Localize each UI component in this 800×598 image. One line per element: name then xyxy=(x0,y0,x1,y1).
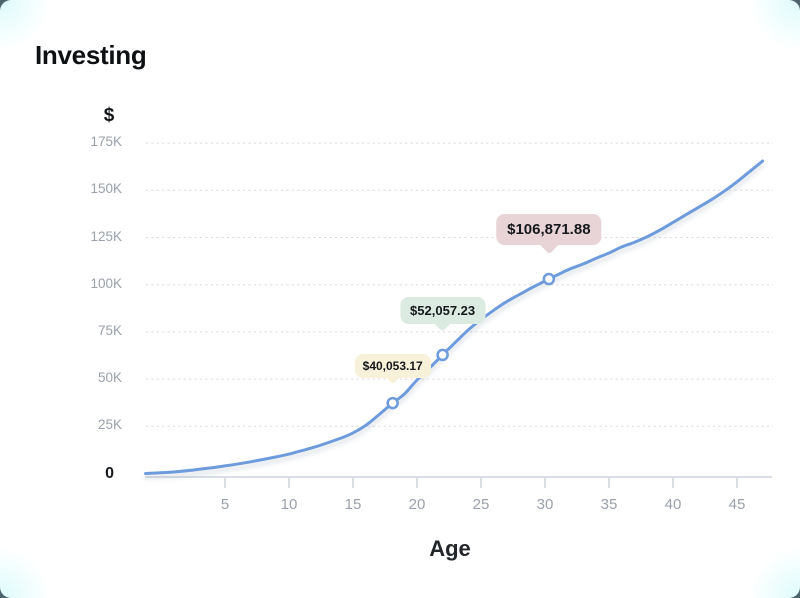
x-tick-label: 35 xyxy=(600,496,618,513)
x-tick-label: 30 xyxy=(536,496,554,513)
value-tooltip: $106,871.88 xyxy=(496,214,602,255)
y-axis-unit-label: $ xyxy=(103,105,115,126)
x-tick-label: 20 xyxy=(408,496,426,513)
x-tick-label: 40 xyxy=(664,496,682,513)
x-tick-label: 15 xyxy=(344,496,362,513)
page-title: Investing xyxy=(35,40,147,70)
value-tooltip: $40,053.17 xyxy=(354,354,431,385)
y-tick-label: 100K xyxy=(90,275,122,291)
investment-line xyxy=(144,159,765,475)
y-tick-label: 25K xyxy=(97,417,122,433)
data-point-marker[interactable] xyxy=(542,272,556,286)
tooltip-value-label: $106,871.88 xyxy=(507,221,591,239)
y-tick-label: 75K xyxy=(97,322,122,338)
data-point-marker[interactable] xyxy=(436,348,449,362)
tooltip-value-label: $52,057.23 xyxy=(410,302,476,318)
y-tick-label: 50K xyxy=(97,370,122,386)
y-tick-label: 125K xyxy=(90,228,122,244)
x-axis-title: Age xyxy=(429,536,471,561)
y-tick-label: 150K xyxy=(90,181,122,197)
x-tick-label: 5 xyxy=(220,496,230,513)
value-tooltip: $52,057.23 xyxy=(400,296,486,332)
x-tick-label: 45 xyxy=(728,496,746,513)
y-tick-label: 175K xyxy=(90,134,122,150)
y-tick-zero-label: 0 xyxy=(105,465,114,482)
x-tick-label: 10 xyxy=(280,496,298,513)
data-point-marker[interactable] xyxy=(386,396,399,410)
tooltip-value-label: $40,053.17 xyxy=(362,359,423,374)
x-tick-label: 25 xyxy=(472,496,490,513)
